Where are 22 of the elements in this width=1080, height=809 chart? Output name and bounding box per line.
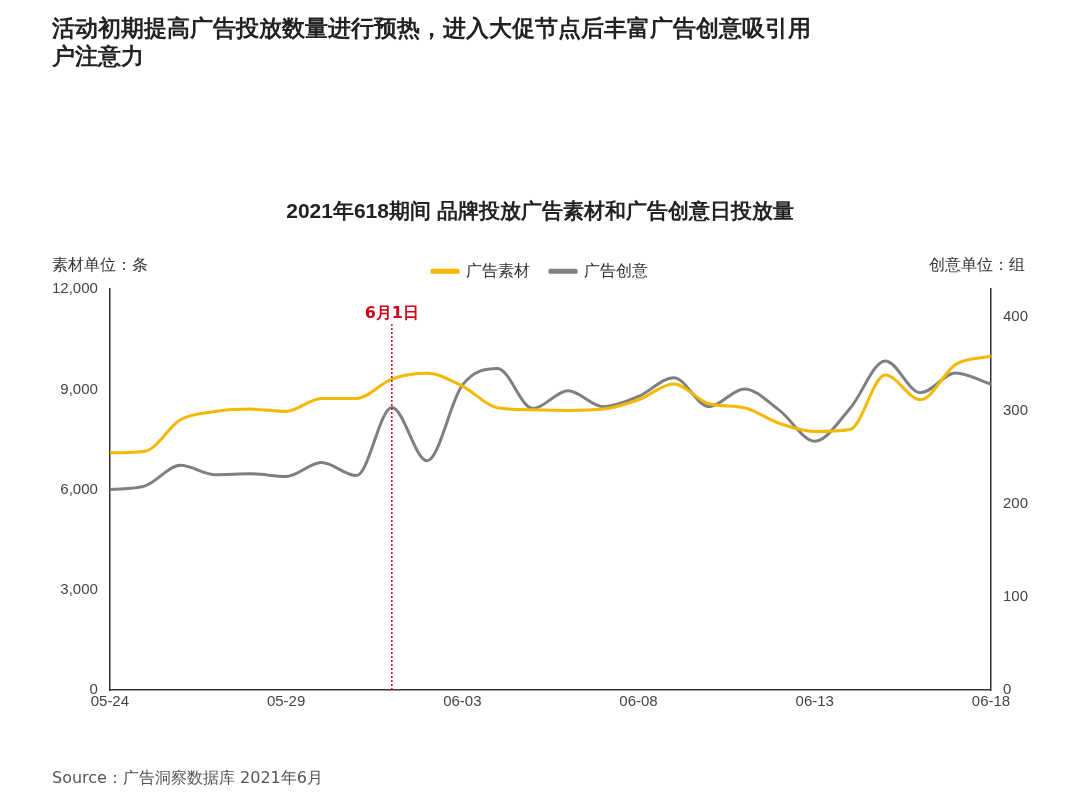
x-tick-label: 05-29 [266,692,306,710]
y-tick-label: 3,000 [60,579,98,597]
x-tick-label: 06-03 [443,692,482,710]
line-series [109,354,991,455]
y2-tick-label: 300 [1002,400,1028,418]
chart-subtitle: 2021年618期间 品牌投放广告素材和广告创意日投放量 [286,199,794,223]
legend-label: 广告创意 [584,261,648,279]
chart-title: 活动初期提高广告投放数量进行预热，进入大促节点后丰富广告创意吸引用户注意力 [52,14,812,70]
y-tick-label: 6,000 [60,479,98,497]
y2-axis-title: 创意单位：组 [929,255,1025,275]
y-tick-label: 9,000 [60,379,98,397]
line-series [109,359,991,492]
x-tick-label: 06-13 [795,692,834,710]
y-tick-label: 12,000 [51,279,98,297]
y2-tick-label: 400 [1002,307,1028,325]
ref-line-label: 6月1日 [364,303,419,323]
legend-label: 广告素材 [466,261,530,279]
y-axis-title: 素材单位：条 [52,255,148,275]
y2-tick-label: 100 [1002,586,1028,604]
source-note: Source：广告洞察数据库 2021年6月 [52,768,323,789]
y2-tick-label: 200 [1002,493,1028,511]
x-tick-label: 06-08 [619,692,658,710]
